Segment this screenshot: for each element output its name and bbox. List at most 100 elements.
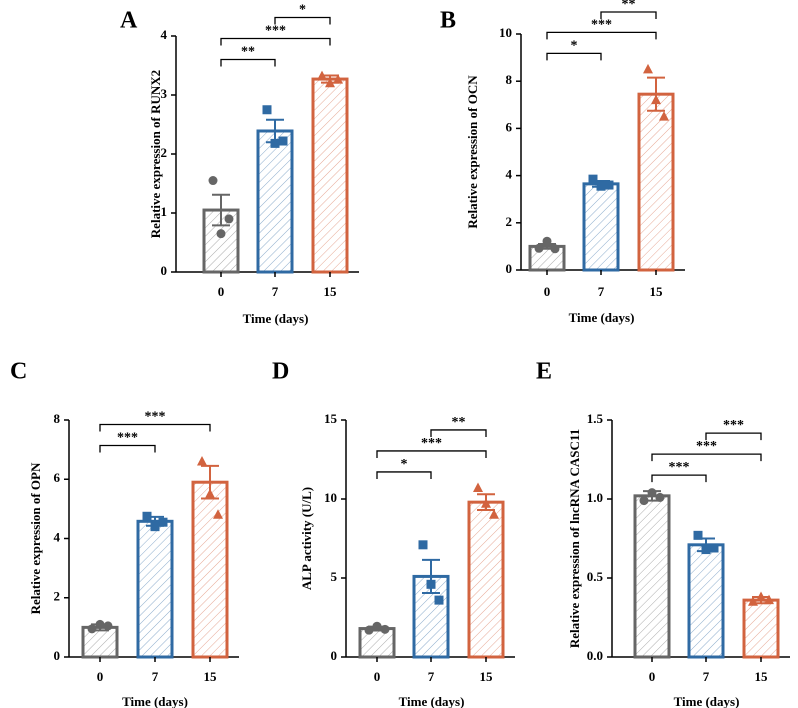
- x-tick-label: 15: [204, 669, 218, 684]
- data-point-circle: [216, 229, 226, 239]
- panel-letter: A: [120, 8, 138, 34]
- bar-7: [136, 519, 174, 659]
- data-point-triangle: [197, 455, 207, 466]
- data-point-triangle: [317, 70, 327, 81]
- data-point-triangle: [748, 596, 758, 606]
- y-tick-label: 4: [161, 27, 168, 42]
- significance-bracket: [600, 11, 657, 19]
- y-tick-label: 4: [506, 167, 513, 182]
- data-point-square: [709, 543, 719, 553]
- bar-0: [633, 494, 671, 659]
- significance-bracket: [705, 432, 762, 441]
- data-point-square: [270, 138, 280, 148]
- significance-label: ***: [421, 436, 442, 451]
- panel-letter: C: [10, 359, 27, 385]
- y-axis-title: ALP activity (U/L): [299, 487, 314, 590]
- y-axis-title: Relative expression of RUNX2: [148, 70, 163, 238]
- significance-bracket: [274, 16, 331, 25]
- data-point-square: [604, 180, 614, 190]
- data-point-triangle: [205, 488, 215, 499]
- significance-bracket: [220, 58, 276, 67]
- bar-0: [81, 625, 119, 659]
- data-point-square: [158, 517, 168, 527]
- x-axis-title: Time (days): [399, 694, 465, 708]
- data-point-square: [262, 105, 272, 115]
- x-axis-title: Time (days): [674, 694, 740, 708]
- y-tick-label: 0.0: [587, 648, 603, 663]
- panel-letter: B: [440, 8, 456, 34]
- y-tick-label: 1.0: [587, 490, 603, 505]
- x-tick-label: 7: [152, 669, 159, 684]
- significance-bracket: [376, 450, 487, 458]
- data-point-circle: [542, 236, 552, 246]
- panel-a: A 0 1 2 3 4 0 7 15 Time (days) Relative expression…: [120, 3, 359, 326]
- y-axis-title: Relative expression of OCN: [465, 75, 480, 229]
- bar-15: [311, 77, 349, 274]
- y-tick-label: 8: [506, 72, 513, 87]
- data-point-square: [701, 545, 711, 555]
- data-point-circle: [655, 492, 665, 502]
- panel-c: C 0 2 4 6 8 0 7 15 Time (days) Relative expression…: [10, 359, 239, 708]
- significance-label: ***: [145, 409, 166, 424]
- y-tick-label: 4: [54, 529, 61, 544]
- bar-15: [637, 92, 675, 272]
- significance-label: **: [622, 0, 636, 12]
- significance-bracket: [220, 37, 331, 46]
- data-point-circle: [208, 176, 218, 186]
- data-point-square: [434, 595, 444, 605]
- bar-7: [582, 182, 620, 272]
- data-point-square: [426, 579, 436, 589]
- panel-e: E 0.0 0.5 1.0 1.5 0 7 15 Time (days) Relative exp…: [536, 359, 790, 708]
- x-tick-label: 15: [650, 284, 664, 299]
- data-point-circle: [372, 621, 382, 631]
- panel-letter: D: [272, 359, 289, 385]
- significance-label: **: [241, 45, 255, 60]
- x-axis-title: Time (days): [122, 694, 188, 708]
- significance-label: ***: [591, 17, 612, 32]
- data-point-circle: [639, 496, 649, 506]
- data-point-square: [418, 540, 428, 550]
- x-axis-title: Time (days): [243, 311, 309, 326]
- significance-label: ***: [723, 418, 744, 433]
- data-point-square: [150, 522, 160, 532]
- x-tick-label: 7: [598, 284, 605, 299]
- y-tick-label: 8: [54, 411, 61, 426]
- data-point-circle: [380, 624, 390, 634]
- data-point-circle: [550, 244, 560, 254]
- y-tick-label: 0: [161, 263, 168, 278]
- data-point-square: [596, 181, 606, 191]
- significance-bracket: [99, 444, 156, 453]
- y-tick-label: 3: [161, 86, 168, 101]
- x-tick-label: 15: [324, 284, 338, 299]
- significance-label: ***: [117, 430, 138, 445]
- x-axis-title: Time (days): [569, 310, 635, 325]
- significance-bracket: [376, 471, 432, 479]
- significance-bracket: [546, 31, 657, 40]
- significance-label: ***: [265, 24, 286, 39]
- y-tick-label: 2: [54, 589, 61, 604]
- y-tick-label: 1: [161, 204, 168, 219]
- data-point-circle: [87, 624, 97, 634]
- significance-bracket: [651, 474, 707, 483]
- data-point-square: [142, 511, 152, 521]
- x-tick-label: 0: [374, 669, 381, 684]
- x-tick-label: 7: [428, 669, 435, 684]
- data-point-circle: [95, 619, 105, 629]
- significance-label: ***: [696, 439, 717, 454]
- y-tick-label: 10: [499, 25, 512, 40]
- panel-b: B 0 2 4 6 8 10 0 7 15 Time (days) Relative expressi…: [440, 0, 685, 325]
- bar-7: [687, 543, 725, 659]
- panel-letter: E: [536, 359, 552, 385]
- y-tick-label: 6: [54, 470, 61, 485]
- data-point-triangle: [473, 482, 483, 492]
- bar-15: [191, 480, 229, 659]
- x-tick-label: 15: [480, 669, 494, 684]
- data-point-circle: [224, 214, 234, 224]
- y-tick-label: 1.5: [587, 411, 604, 426]
- bar-15: [742, 598, 780, 659]
- significance-label: *: [299, 3, 306, 18]
- bar-7: [256, 129, 294, 274]
- y-tick-label: 0: [506, 261, 513, 276]
- data-point-triangle: [325, 77, 335, 88]
